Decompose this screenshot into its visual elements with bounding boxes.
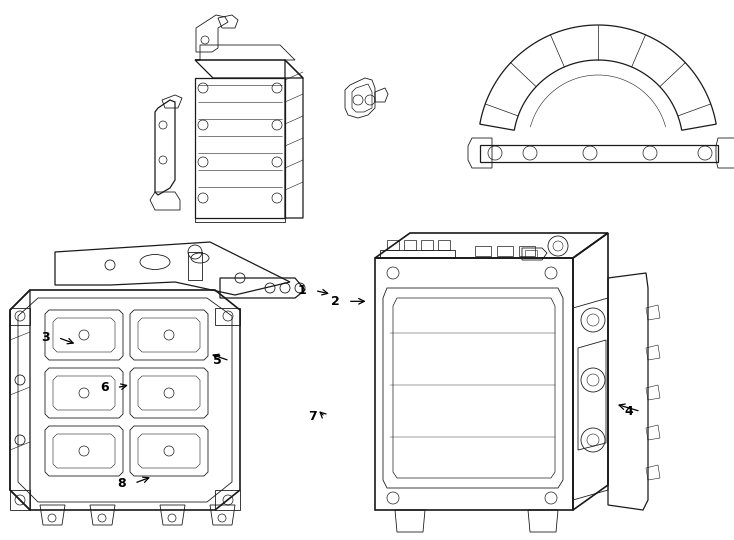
- Text: 2: 2: [331, 295, 340, 308]
- Text: 5: 5: [213, 354, 222, 367]
- Text: 3: 3: [41, 331, 50, 344]
- Text: 6: 6: [100, 381, 109, 394]
- Text: 8: 8: [117, 477, 126, 490]
- Text: 4: 4: [624, 405, 633, 418]
- Text: 1: 1: [298, 284, 307, 297]
- Text: 7: 7: [308, 410, 317, 423]
- Bar: [188, 252, 202, 280]
- Bar: [525, 250, 537, 258]
